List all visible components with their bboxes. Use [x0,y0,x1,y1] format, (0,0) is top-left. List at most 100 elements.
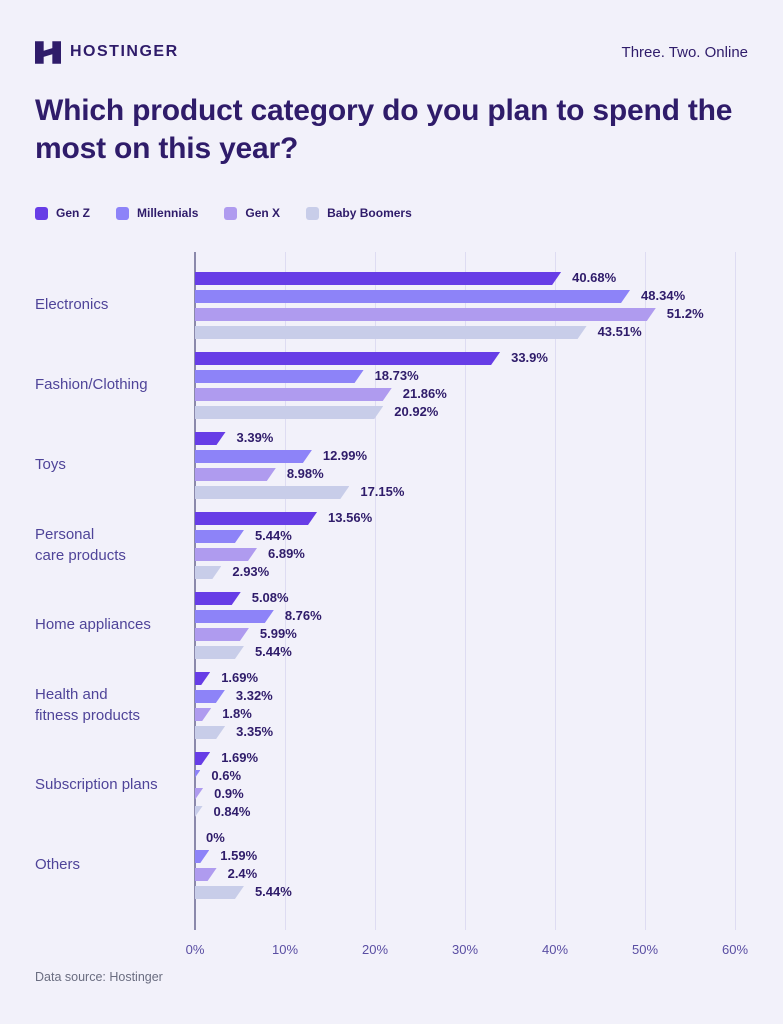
value-label: 40.68% [572,270,617,285]
x-axis-tick-label: 50% [631,942,659,957]
page-title: Which product category do you plan to sp… [35,94,733,166]
gridline [735,252,736,930]
legend-label: Gen X [245,206,281,220]
bar-gen-x [195,308,656,321]
chart-legend: Gen Z Millennials Gen X Baby Boomers [35,206,412,220]
bar-millennials [195,770,200,783]
value-label: 0.6% [211,768,242,783]
value-label: 18.73% [374,368,419,383]
value-label: 8.98% [286,466,324,481]
bar-millennials [195,450,312,463]
value-label: 3.32% [235,688,273,703]
bar-gen-x [195,788,203,801]
bar-baby-boomers [195,406,383,419]
value-label: 21.86% [402,386,447,401]
value-label: 13.56% [328,510,373,525]
bar-gen-z [195,752,210,765]
value-label: 1.69% [221,670,259,685]
bar-millennials [195,530,244,543]
x-axis-tick-label: 40% [541,942,569,957]
bar-gen-x [195,628,249,641]
data-source-text: Data source: Hostinger [35,970,163,984]
bar-millennials [195,610,274,623]
y-axis-line [194,252,196,930]
bar-gen-x [195,708,211,721]
category-label: Electronics [35,296,109,314]
bar-baby-boomers [195,486,349,499]
tagline-text: Three. Two. Online [621,43,748,61]
hostinger-logo-icon [35,40,61,64]
x-axis-tick-label: 20% [361,942,389,957]
category-label: Health and fitness products [35,686,141,724]
x-axis-tick-label: 60% [721,942,749,957]
bar-baby-boomers [195,646,244,659]
bar-gen-x [195,468,276,481]
category-label: Subscription plans [35,776,158,794]
value-label: 5.44% [254,528,292,543]
brand: HOSTINGER [35,40,179,64]
value-label: 0.84% [213,804,251,819]
plot-area: 0% 10% 20% 30% 40% 50% 60% Electronics 40.68% 48.… [35,252,748,957]
value-label: 2.4% [227,866,258,881]
category-label: Home appliances [35,616,151,634]
value-label: 48.34% [641,288,686,303]
legend-swatch [224,206,238,220]
bar-gen-x [195,868,217,881]
bar-millennials [195,850,209,863]
value-label: 1.69% [221,750,259,765]
legend-label: Gen Z [56,206,91,220]
value-label: 6.89% [268,546,305,561]
gridline [555,252,556,930]
x-axis-tick-label: 10% [271,942,299,957]
bar-millennials [195,690,225,703]
gridline [375,252,376,930]
value-label: 0.9% [214,786,244,801]
value-label: 5.44% [254,884,292,899]
legend-item: Baby Boomers [306,206,412,220]
bar-gen-x [195,548,257,561]
gridline [285,252,286,930]
category-label: Fashion/Clothing [35,376,148,394]
legend-label: Millennials [137,206,199,220]
category-label: Personal care products [35,526,126,564]
bar-gen-z [195,352,500,365]
legend-item: Millennials [116,206,198,220]
bar-gen-z [195,512,317,525]
header: HOSTINGER Three. Two. Online [35,38,748,66]
bar-millennials [195,290,630,303]
value-label: 2.93% [232,564,270,579]
bar-millennials [195,370,364,383]
value-label: 8.76% [284,608,322,623]
bar-gen-z [195,432,226,445]
value-label: 5.44% [254,644,292,659]
bar-gen-z [195,272,561,285]
legend-item: Gen X [224,206,280,220]
legend-item: Gen Z [35,206,90,220]
bar-baby-boomers [195,566,221,579]
bar-gen-z [195,672,210,685]
value-label: 17.15% [360,484,405,499]
value-label: 33.9% [511,350,548,365]
value-label: 5.99% [259,626,297,641]
bar-gen-z [195,592,241,605]
value-label: 3.35% [236,724,274,739]
gridline [465,252,466,930]
bar-baby-boomers [195,726,225,739]
legend-swatch [116,206,130,220]
value-label: 1.59% [220,848,258,863]
category-label: Toys [35,456,66,474]
x-axis-tick-label: 30% [451,942,479,957]
value-label: 51.2% [666,306,704,321]
value-label: 1.8% [222,706,252,721]
value-label: 43.51% [597,324,642,339]
bar-baby-boomers [195,326,587,339]
legend-swatch [35,206,48,220]
value-label: 0% [206,830,225,845]
brand-text: HOSTINGER [70,43,179,60]
value-label: 12.99% [322,448,367,463]
value-label: 5.08% [251,590,289,605]
bar-gen-x [195,388,392,401]
value-label: 3.39% [236,430,274,445]
legend-label: Baby Boomers [327,206,412,220]
